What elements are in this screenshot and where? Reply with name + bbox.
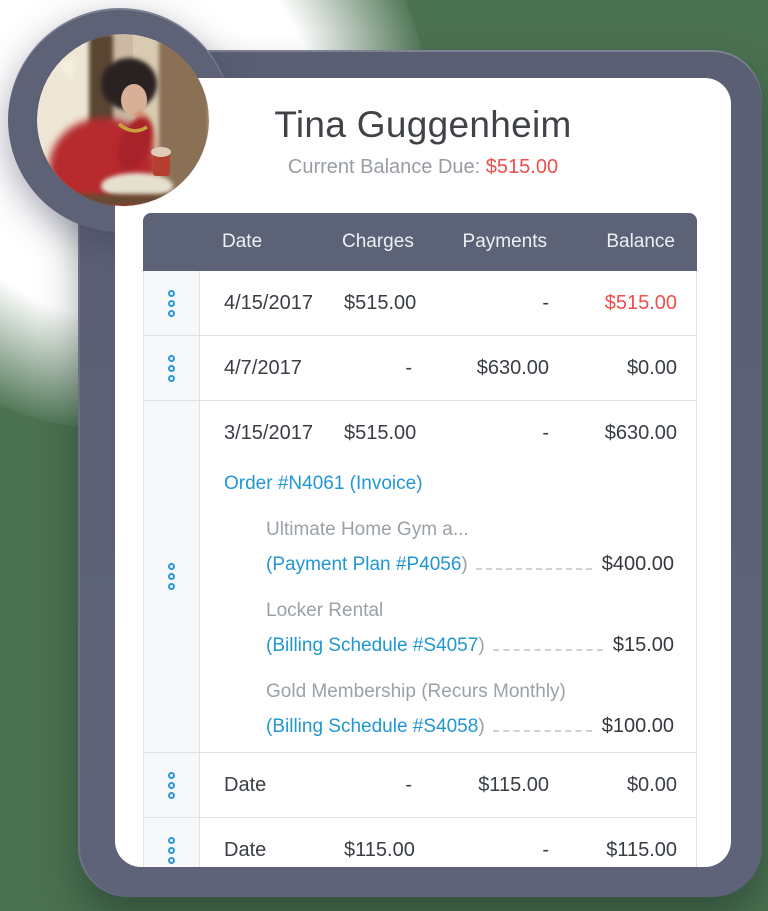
cell-balance: $0.00 [626, 773, 677, 796]
column-header-date: Date [222, 231, 263, 252]
cell-payments: $115.00 [478, 773, 549, 796]
line-item-amount: $400.00 [601, 553, 674, 575]
paren-close: ) [461, 554, 468, 575]
line-item-detail: (Billing Schedule #S4058) $100.00 [224, 715, 674, 738]
line-item: Gold Membership (Recurs Monthly) (Billing… [224, 681, 674, 738]
row-drag-handle[interactable] [144, 818, 200, 867]
schedule-link[interactable]: Billing Schedule #S4057 [272, 635, 479, 656]
grip-dots-vertical-icon [168, 563, 175, 570]
avatar-photo [37, 34, 209, 206]
grip-dots-vertical-icon [168, 364, 175, 372]
table-row: Date - $115.00 $0.00 [144, 753, 696, 818]
paren-close: ) [478, 716, 485, 737]
cell-charges: $115.00 [344, 838, 415, 861]
cell-balance: $115.00 [606, 838, 677, 861]
cell-payments: $630.00 [476, 356, 549, 379]
grip-dots-vertical-icon [168, 781, 175, 789]
cell-payments: - [542, 421, 549, 444]
row-main-line: 3/15/2017 $515.00 - $630.00 [224, 401, 677, 465]
row-main-line: Date - $115.00 $0.00 [224, 753, 677, 817]
cell-date: Date [224, 773, 267, 796]
cell-balance: $515.00 [604, 291, 677, 314]
row-content: 3/15/2017 $515.00 - $630.00 Order #N4061… [200, 401, 696, 752]
row-drag-handle[interactable] [144, 401, 200, 752]
cell-date: 4/7/2017 [224, 356, 302, 379]
row-content: 4/15/2017 $515.00 - $515.00 [200, 271, 696, 335]
table-row: Date $115.00 - $115.00 [144, 818, 696, 867]
cell-balance: $630.00 [604, 421, 677, 444]
avatar [37, 34, 209, 206]
row-main-line: 4/7/2017 - $630.00 $0.00 [224, 336, 677, 400]
line-item-name: Locker Rental [266, 600, 384, 621]
column-header-charges: Charges [342, 231, 414, 252]
line-item: Ultimate Home Gym a... (Payment Plan #P40… [224, 519, 674, 576]
column-header-payments: Payments [462, 231, 547, 252]
cell-charges: $515.00 [344, 291, 417, 314]
balance-due-line: Current Balance Due: $515.00 [115, 156, 731, 179]
cell-balance: $0.00 [626, 356, 677, 379]
cell-date: Date [224, 838, 267, 861]
cell-charges: - [405, 356, 412, 379]
cell-date: 4/15/2017 [224, 291, 313, 314]
cell-payments: - [542, 838, 549, 861]
grip-dots-vertical-icon [168, 771, 175, 779]
statement-table: Date Charges Payments Balance 4/15/2017 … [143, 213, 697, 867]
schedule-link[interactable]: Payment Plan #P4056 [272, 554, 462, 575]
table-header: Date Charges Payments Balance [143, 213, 697, 271]
column-header-balance: Balance [606, 231, 675, 252]
grip-dots-vertical-icon [168, 573, 175, 580]
line-item: Locker Rental (Billing Schedule #S4057) $1… [224, 600, 674, 657]
grip-dots-vertical-icon [168, 846, 175, 854]
table-row: 4/15/2017 $515.00 - $515.00 [144, 271, 696, 336]
grip-dots-vertical-icon [168, 354, 175, 362]
dotted-leader [475, 568, 592, 570]
row-main-line: Date $115.00 - $115.00 [224, 818, 677, 867]
row-drag-handle[interactable] [144, 336, 200, 400]
paren-open: ( [266, 635, 273, 656]
grip-dots-vertical-icon [168, 791, 175, 799]
grip-dots-vertical-icon [168, 289, 175, 297]
row-drag-handle[interactable] [144, 753, 200, 817]
customer-name: Tina Guggenheim [274, 104, 572, 145]
paren-close: ) [478, 635, 485, 656]
cell-payments: - [542, 291, 549, 314]
statement-card: Tina Guggenheim Current Balance Due: $51… [115, 78, 731, 867]
grip-dots-vertical-icon [168, 836, 175, 844]
schedule-link[interactable]: Billing Schedule #S4058 [272, 716, 479, 737]
row-content: Date $115.00 - $115.00 [200, 818, 696, 867]
row-content: Date - $115.00 $0.00 [200, 753, 696, 817]
line-item-amount: $100.00 [601, 715, 674, 737]
grip-dots-vertical-icon [168, 299, 175, 307]
line-item-name: Gold Membership (Recurs Monthly) [266, 681, 566, 702]
row-drag-handle[interactable] [144, 271, 200, 335]
grip-dots-vertical-icon [168, 856, 175, 864]
row-content: 4/7/2017 - $630.00 $0.00 [200, 336, 696, 400]
line-item-name: Ultimate Home Gym a... [266, 519, 469, 540]
table-row: 3/15/2017 $515.00 - $630.00 Order #N4061… [144, 401, 696, 753]
table-row: 4/7/2017 - $630.00 $0.00 [144, 336, 696, 401]
dotted-leader [492, 730, 592, 732]
cell-date: 3/15/2017 [224, 421, 313, 444]
cell-charges: - [405, 773, 412, 796]
row-main-line: 4/15/2017 $515.00 - $515.00 [224, 271, 677, 335]
dotted-leader [492, 649, 603, 651]
grip-dots-vertical-icon [168, 583, 175, 590]
line-item-detail: (Billing Schedule #S4057) $15.00 [224, 634, 674, 657]
grip-dots-vertical-icon [168, 374, 175, 382]
line-item-amount: $15.00 [612, 634, 674, 656]
balance-due-label: Current Balance Due: [287, 156, 481, 178]
balance-due-amount: $515.00 [485, 156, 559, 178]
line-item-detail: (Payment Plan #P4056) $400.00 [224, 553, 674, 576]
grip-dots-vertical-icon [168, 309, 175, 317]
order-link[interactable]: Order #N4061 (Invoice) [224, 473, 423, 494]
table-body: 4/15/2017 $515.00 - $515.00 4/7/2017 - $… [143, 271, 697, 867]
paren-open: ( [266, 716, 273, 737]
paren-open: ( [266, 554, 273, 575]
cell-charges: $515.00 [344, 421, 417, 444]
